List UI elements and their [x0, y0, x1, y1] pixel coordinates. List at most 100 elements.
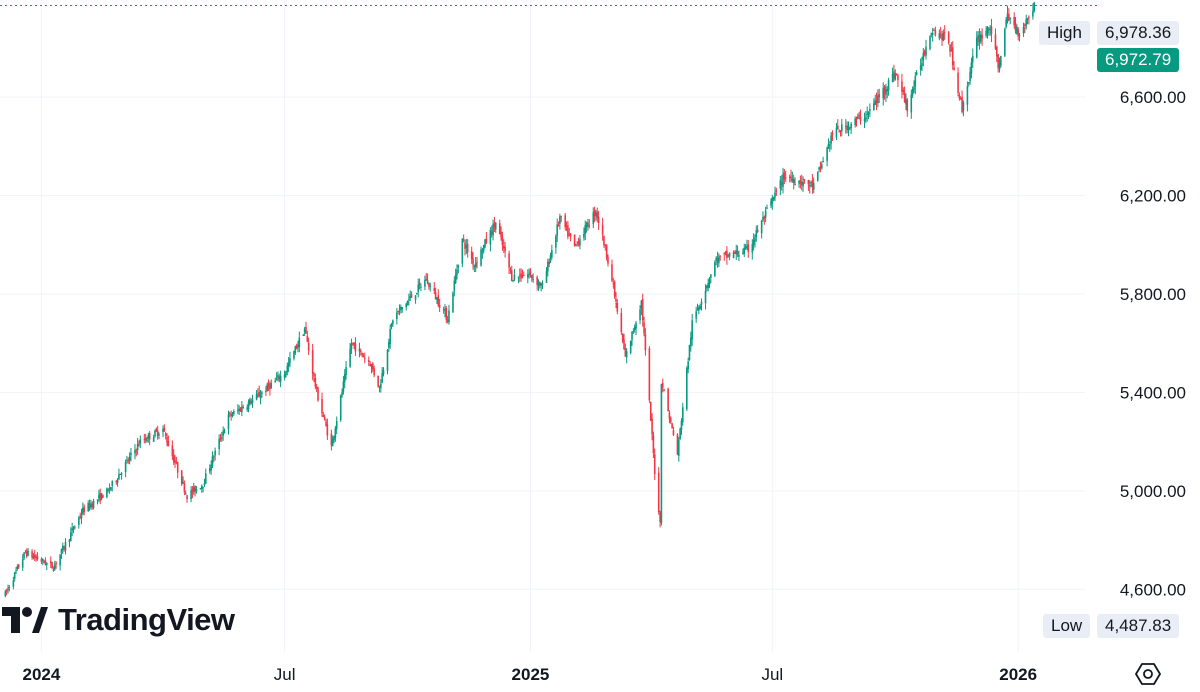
candle-body: [819, 166, 822, 168]
candle-body: [154, 430, 156, 437]
candle-body: [8, 587, 11, 589]
candle: [649, 401, 652, 421]
candle: [818, 166, 820, 173]
candle-body: [676, 434, 679, 455]
candle: [317, 386, 319, 402]
candle-body: [576, 242, 579, 244]
candle: [279, 370, 282, 388]
candle: [315, 383, 318, 393]
candle: [15, 567, 17, 574]
candle: [63, 545, 65, 552]
candle-body: [934, 30, 937, 36]
candle: [60, 548, 63, 559]
candle: [466, 239, 469, 258]
candle-body: [32, 556, 35, 559]
candle-body: [176, 462, 179, 473]
candle: [652, 431, 655, 458]
candle-body: [632, 331, 635, 333]
candle: [942, 29, 945, 42]
candle-body: [331, 438, 334, 447]
candle: [251, 394, 254, 408]
candle: [32, 552, 35, 560]
candle-body: [971, 55, 974, 63]
candle: [557, 221, 560, 227]
candle: [788, 174, 791, 183]
candle-body: [854, 118, 856, 126]
candle-body: [520, 273, 522, 279]
candle-body: [398, 309, 401, 311]
x-axis: 2024 Jul 2025 Jul 2026: [23, 665, 1038, 684]
candle: [382, 367, 385, 377]
candle-body: [811, 180, 814, 188]
candle: [660, 383, 663, 526]
candle: [512, 279, 514, 283]
candle: [978, 28, 981, 50]
candle-body: [979, 34, 982, 42]
candle: [743, 243, 746, 257]
candle-body: [841, 124, 843, 132]
candle: [548, 258, 550, 268]
candle: [341, 388, 343, 398]
candle-body: [1009, 18, 1011, 20]
candle: [624, 343, 627, 357]
candle: [446, 315, 449, 324]
candle: [895, 73, 898, 76]
candle: [966, 81, 969, 112]
candle: [119, 473, 122, 476]
tradingview-brand[interactable]: TradingView: [2, 600, 235, 640]
candle: [744, 243, 747, 250]
candle-body: [231, 415, 234, 417]
candle-body: [249, 399, 251, 404]
settings-icon[interactable]: [1135, 661, 1161, 687]
candle: [615, 292, 617, 309]
candle-body: [512, 280, 514, 282]
candle: [390, 322, 393, 330]
candle-body: [298, 337, 301, 348]
candle-body: [321, 398, 323, 414]
candle: [285, 371, 287, 378]
candle: [52, 566, 55, 572]
candle-body: [190, 490, 192, 500]
candle: [560, 215, 563, 223]
candle-body: [631, 331, 633, 340]
candle: [807, 179, 810, 191]
candle: [509, 267, 512, 274]
candle: [381, 367, 383, 384]
candle-body: [287, 362, 290, 367]
candle-body: [285, 371, 287, 376]
candle-body: [698, 307, 700, 311]
candle: [392, 319, 394, 327]
candle: [130, 447, 132, 462]
candle: [556, 218, 558, 242]
candle: [707, 278, 709, 292]
candle: [110, 487, 112, 492]
candle: [971, 48, 974, 68]
candle: [559, 213, 561, 230]
candle-body: [943, 32, 946, 34]
candle-body: [930, 32, 933, 35]
candle-body: [994, 34, 997, 49]
candle: [706, 284, 708, 292]
candle: [691, 313, 693, 346]
candle: [405, 302, 408, 311]
candle: [462, 234, 465, 243]
candle: [1009, 17, 1011, 25]
candle: [839, 130, 842, 137]
candle: [274, 377, 277, 383]
candle-body: [878, 94, 881, 98]
candle-body: [575, 244, 577, 246]
candle: [845, 119, 847, 134]
candle-body: [573, 234, 576, 246]
candle: [576, 241, 579, 247]
candle: [588, 219, 591, 229]
candle: [501, 231, 504, 251]
candle-body: [966, 86, 969, 105]
candle-body: [335, 420, 338, 430]
candle: [865, 110, 867, 124]
candle: [958, 92, 961, 101]
candle: [775, 187, 778, 197]
candle-body: [480, 249, 482, 266]
candle-body: [724, 253, 727, 255]
candle: [522, 271, 525, 277]
